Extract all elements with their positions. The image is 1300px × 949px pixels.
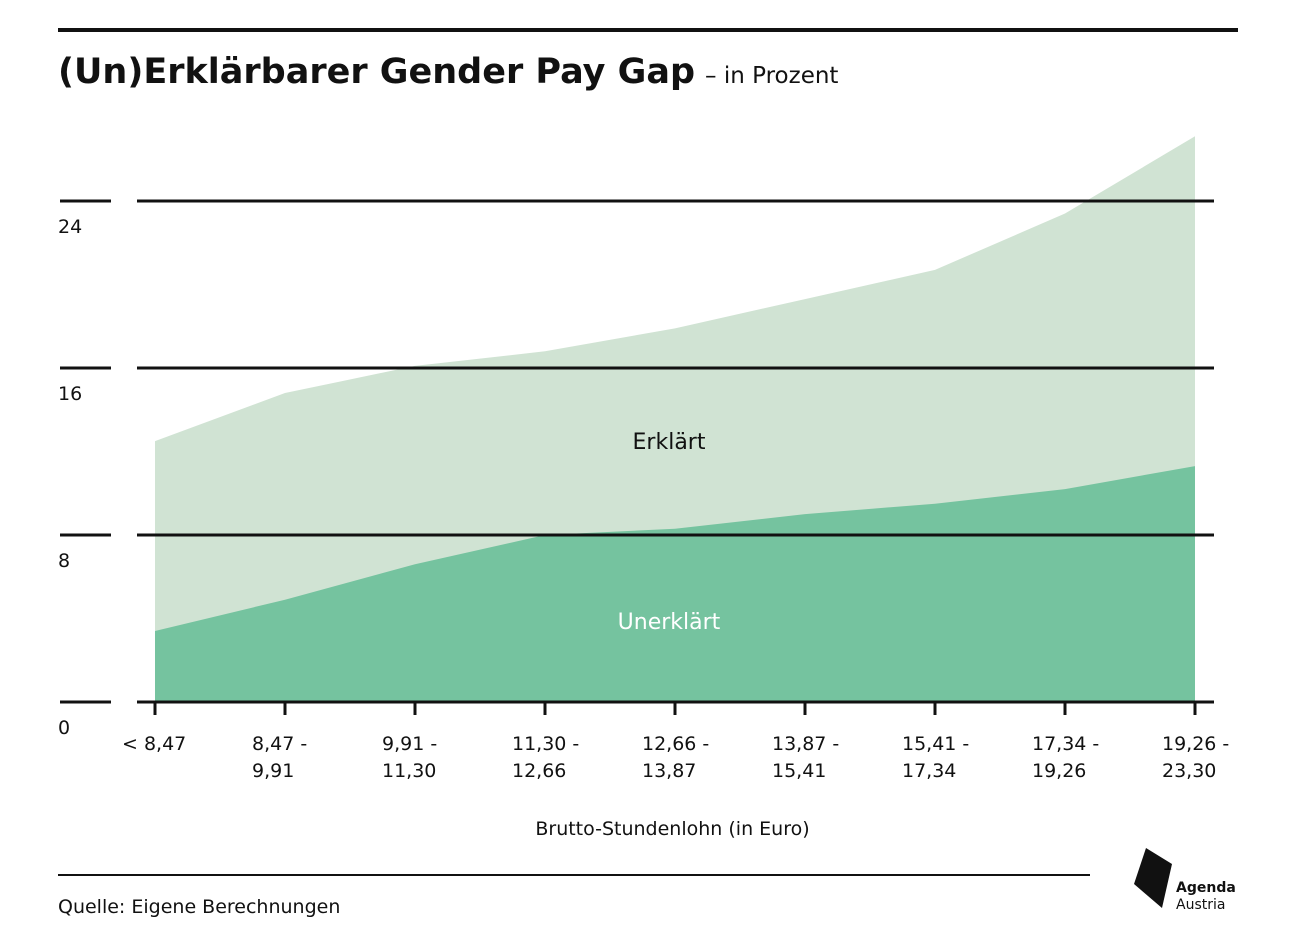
x-axis: < 8,47 8,47 -9,91 9,91 -11,30 11,30 -12,66 1… — [122, 702, 1229, 782]
chart-title: (Un)Erklärbarer Gender Pay Gap — [58, 52, 696, 92]
x-tick-label: 8,47 -9,91 — [252, 733, 307, 782]
x-tick-label: 15,41 -17,34 — [902, 733, 969, 782]
y-tick-label: 8 — [58, 550, 70, 572]
bottom-rule — [58, 874, 1090, 876]
area-unerklaert — [155, 466, 1195, 702]
label-unerklaert: Unerklärt — [618, 610, 721, 635]
chart-gridlines — [60, 199, 1214, 704]
chart-areas — [155, 136, 1195, 703]
x-tick-label: 9,91 -11,30 — [382, 733, 437, 782]
top-rule — [58, 28, 1238, 32]
y-axis-ticks: 0 8 16 24 — [58, 216, 82, 739]
x-tick-label: 13,87 -15,41 — [772, 733, 839, 782]
logo-line1: Agenda — [1176, 880, 1236, 896]
x-axis-label: Brutto-Stundenlohn (in Euro) — [535, 818, 810, 840]
x-tick-label: < 8,47 — [122, 733, 186, 755]
logo-mark-icon — [1134, 848, 1172, 908]
x-tick-label: 17,34 -19,26 — [1032, 733, 1099, 782]
x-tick-label: 12,66 -13,87 — [642, 733, 709, 782]
agenda-austria-logo: Agenda Austria — [1132, 846, 1242, 916]
logo-line2: Austria — [1176, 897, 1226, 913]
source-note: Quelle: Eigene Berechnungen — [58, 896, 341, 918]
series-labels: Erklärt Unerklärt — [618, 430, 721, 635]
y-tick-label: 16 — [58, 383, 82, 405]
x-tick-label: 19,26 -23,30 — [1162, 733, 1229, 782]
title-row: (Un)Erklärbarer Gender Pay Gap – in Proze… — [58, 52, 838, 92]
y-tick-label: 0 — [58, 717, 70, 739]
y-tick-label: 24 — [58, 216, 82, 238]
chart-subtitle: – in Prozent — [705, 63, 839, 89]
label-erklaert: Erklärt — [633, 430, 706, 455]
x-tick-label: 11,30 -12,66 — [512, 733, 579, 782]
